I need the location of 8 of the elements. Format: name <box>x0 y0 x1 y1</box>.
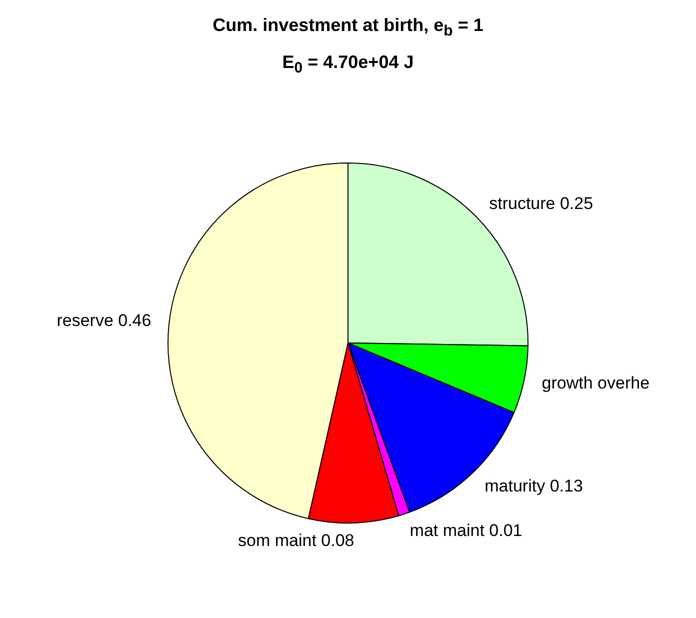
slice-label: maturity 0.13 <box>484 476 583 496</box>
slice-label: structure 0.25 <box>489 194 594 214</box>
slice-label: mat maint 0.01 <box>410 521 522 540</box>
chart-subtitle: E$_{0}$ = 4.70e+04 J <box>281 50 415 78</box>
slice-label: growth overhe <box>542 374 650 393</box>
chart-title: Cum. investment at birth, e$_{b}$ = 1 <box>212 14 484 42</box>
slice-label: som maint 0.08 <box>238 531 354 550</box>
slice-label: reserve 0.46 <box>56 311 152 330</box>
